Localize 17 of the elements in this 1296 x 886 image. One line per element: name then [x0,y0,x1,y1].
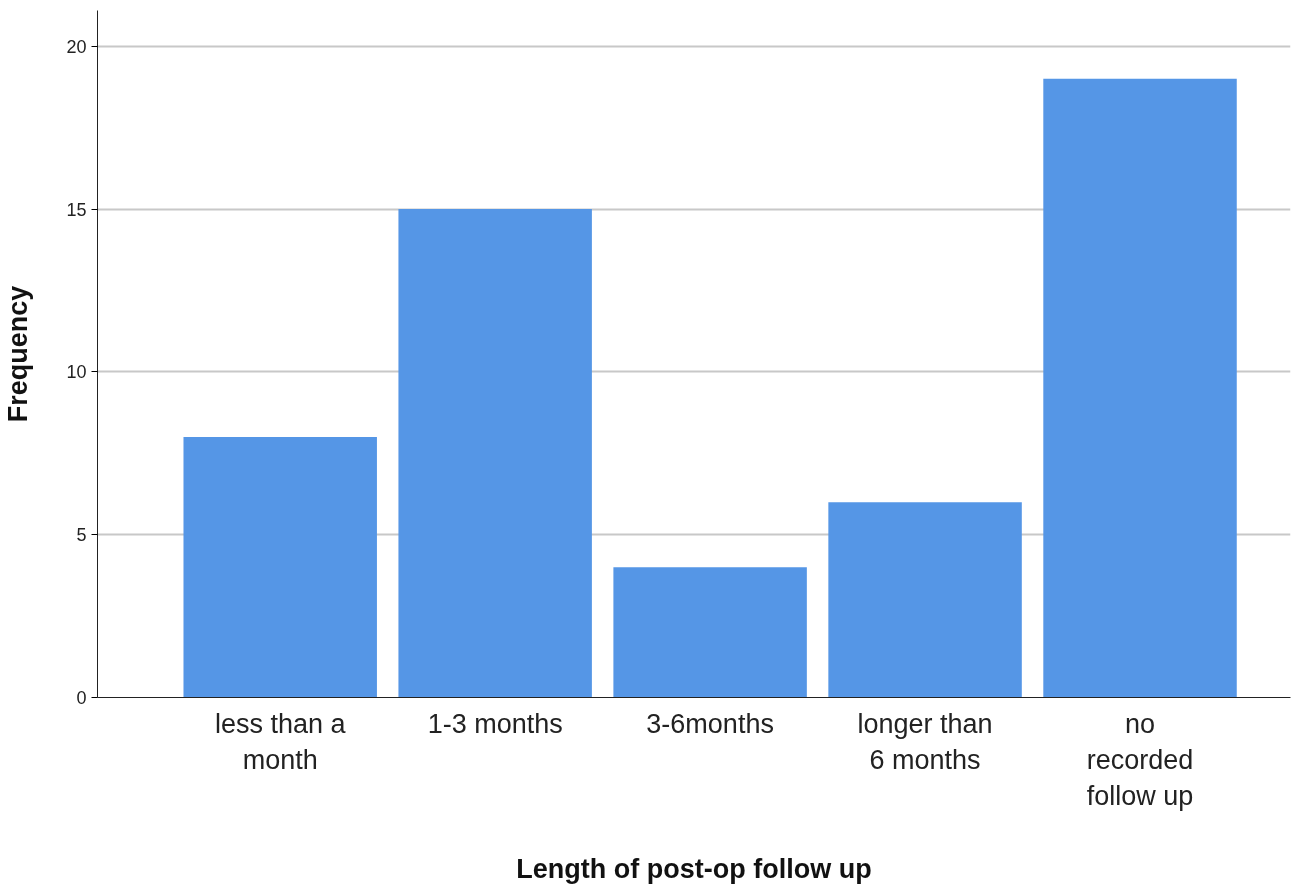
y-tick-label: 0 [76,688,87,708]
bar [613,567,807,698]
x-tick-label: less than a month [214,708,347,775]
y-tick-label: 5 [76,525,87,546]
bar [183,437,377,698]
bar [1043,78,1237,698]
x-tick-label: 1-3 months [427,708,563,739]
x-tick-label: no recorded follow up [1086,708,1194,811]
y-tick-label: 10 [66,362,87,383]
x-axis-title: Length of post-op follow up [516,853,872,884]
y-axis-title: Frequency [3,285,34,423]
bar [398,209,592,698]
x-tick-label: longer than 6 months [857,708,993,775]
x-tick-label: 3-6months [646,708,774,739]
y-tick-label: 20 [66,36,87,57]
y-tick-label: 15 [66,199,87,220]
bar [828,502,1022,698]
